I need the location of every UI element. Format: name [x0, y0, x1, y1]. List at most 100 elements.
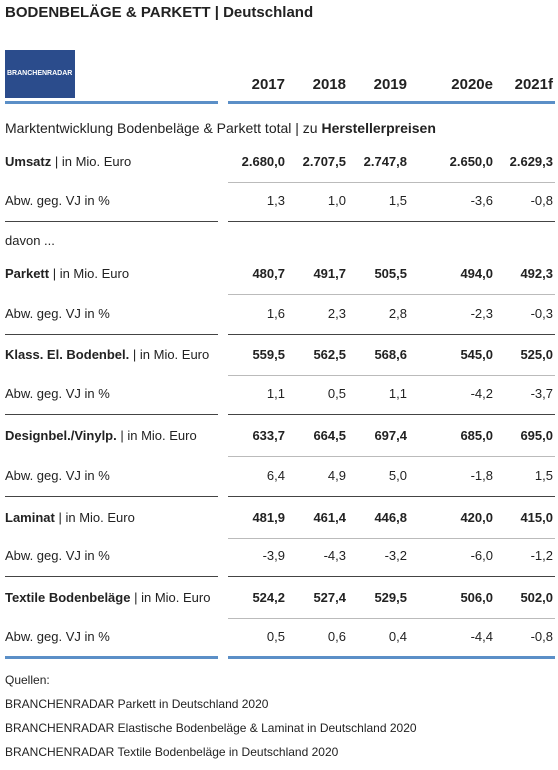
cell-value: 2.680,0 [241, 154, 285, 169]
rule [5, 576, 218, 577]
title: BODENBELÄGE & PARKETT | Deutschland [5, 4, 314, 21]
row-name: Umsatz [5, 154, 52, 169]
row-label: Parkett | in Mio. Euro [5, 265, 129, 283]
cell-change: -1,2 [530, 548, 553, 563]
subtitle: Marktentwicklung Bodenbeläge & Parkett t… [5, 119, 436, 137]
row-unit: | in Mio. Euro [52, 266, 130, 281]
rule [228, 656, 555, 659]
cell-value: 562,5 [313, 347, 346, 362]
cell-change: -4,4 [470, 629, 493, 644]
row-unit: | in Mio. Euro [54, 154, 132, 169]
row-name: Laminat [5, 510, 55, 525]
cell-value: 491,7 [313, 266, 346, 281]
column-header: 2018 [312, 76, 346, 93]
cell-value: 481,9 [252, 510, 285, 525]
cell-change: -0,8 [530, 629, 553, 644]
rule [228, 294, 555, 295]
rule [228, 618, 555, 619]
rule [228, 576, 555, 577]
rule [228, 496, 555, 497]
rule [228, 101, 555, 104]
rule [5, 496, 218, 497]
cell-value: 446,8 [374, 510, 407, 525]
column-header: 2019 [373, 76, 407, 93]
row-name: Klass. El. Bodenbel. [5, 347, 130, 362]
rule [228, 182, 555, 183]
cell-change: 2,3 [327, 306, 346, 321]
cell-value: 525,0 [520, 347, 553, 362]
subtitle-text: Marktentwicklung Bodenbeläge & Parkett t… [5, 120, 318, 136]
row-unit: | in Mio. Euro [120, 428, 197, 443]
cell-value: 568,6 [374, 347, 407, 362]
cell-change: 0,4 [388, 629, 407, 644]
rule [5, 656, 218, 659]
row-unit: | in Mio. Euro [58, 510, 135, 525]
cell-value: 2.707,5 [302, 154, 346, 169]
logo: BRANCHENRADAR [5, 50, 75, 98]
rule [228, 414, 555, 415]
cell-change: 1,5 [534, 468, 553, 483]
cell-change: 0,5 [266, 629, 285, 644]
row-unit: | in Mio. Euro [132, 347, 210, 362]
cell-value: 664,5 [313, 428, 346, 443]
column-header: 2021f [514, 76, 553, 93]
rule [5, 334, 218, 335]
cell-change: -0,3 [530, 306, 553, 321]
source-item: BRANCHENRADAR Parkett in Deutschland 202… [5, 697, 269, 711]
cell-change: 0,6 [327, 629, 346, 644]
cell-value: 492,3 [520, 266, 553, 281]
cell-change: 1,3 [266, 193, 285, 208]
cell-value: 524,2 [252, 590, 285, 605]
row-label: Textile Bodenbeläge | in Mio. Euro [5, 589, 210, 607]
row-name: Parkett [5, 266, 50, 281]
cell-value: 529,5 [374, 590, 407, 605]
column-header: 2017 [251, 76, 285, 93]
rule [5, 101, 218, 104]
cell-value: 697,4 [374, 428, 407, 443]
cell-value: 505,5 [374, 266, 407, 281]
cell-change: -2,3 [470, 306, 493, 321]
row-name: Textile Bodenbeläge [5, 590, 131, 605]
row-label: Umsatz | in Mio. Euro [5, 153, 131, 171]
change-label: Abw. geg. VJ in % [5, 548, 110, 563]
rule [228, 538, 555, 539]
cell-value: 420,0 [460, 510, 493, 525]
cell-change: 2,8 [388, 306, 407, 321]
rule [228, 456, 555, 457]
change-label: Abw. geg. VJ in % [5, 468, 110, 483]
cell-change: 1,1 [388, 386, 407, 401]
cell-change: -6,0 [470, 548, 493, 563]
source-item: BRANCHENRADAR Elastische Bodenbeläge & L… [5, 721, 417, 735]
cell-value: 502,0 [520, 590, 553, 605]
cell-value: 2.747,8 [363, 154, 407, 169]
davon-label: davon ... [5, 233, 55, 248]
logo-text: BRANCHENRADAR [7, 70, 73, 77]
subtitle-bold: Herstellerpreisen [321, 120, 436, 136]
cell-change: -0,8 [530, 193, 553, 208]
change-label: Abw. geg. VJ in % [5, 629, 110, 644]
cell-value: 506,0 [460, 590, 493, 605]
source-item: BRANCHENRADAR Textile Bodenbeläge in Deu… [5, 745, 339, 759]
cell-value: 695,0 [520, 428, 553, 443]
change-label: Abw. geg. VJ in % [5, 306, 110, 321]
cell-value: 633,7 [252, 428, 285, 443]
cell-change: -4,2 [470, 386, 493, 401]
rule [228, 375, 555, 376]
row-label: Laminat | in Mio. Euro [5, 509, 135, 527]
cell-change: -3,6 [470, 193, 493, 208]
cell-value: 685,0 [460, 428, 493, 443]
row-name: Designbel./Vinylp. [5, 428, 117, 443]
cell-change: 1,5 [388, 193, 407, 208]
cell-value: 2.650,0 [449, 154, 493, 169]
rule [5, 414, 218, 415]
cell-change: -3,7 [530, 386, 553, 401]
cell-change: 6,4 [266, 468, 285, 483]
cell-change: -3,9 [262, 548, 285, 563]
rule [5, 221, 218, 222]
cell-value: 545,0 [460, 347, 493, 362]
change-label: Abw. geg. VJ in % [5, 193, 110, 208]
cell-change: 1,0 [327, 193, 346, 208]
rule [228, 221, 555, 222]
cell-value: 461,4 [313, 510, 346, 525]
